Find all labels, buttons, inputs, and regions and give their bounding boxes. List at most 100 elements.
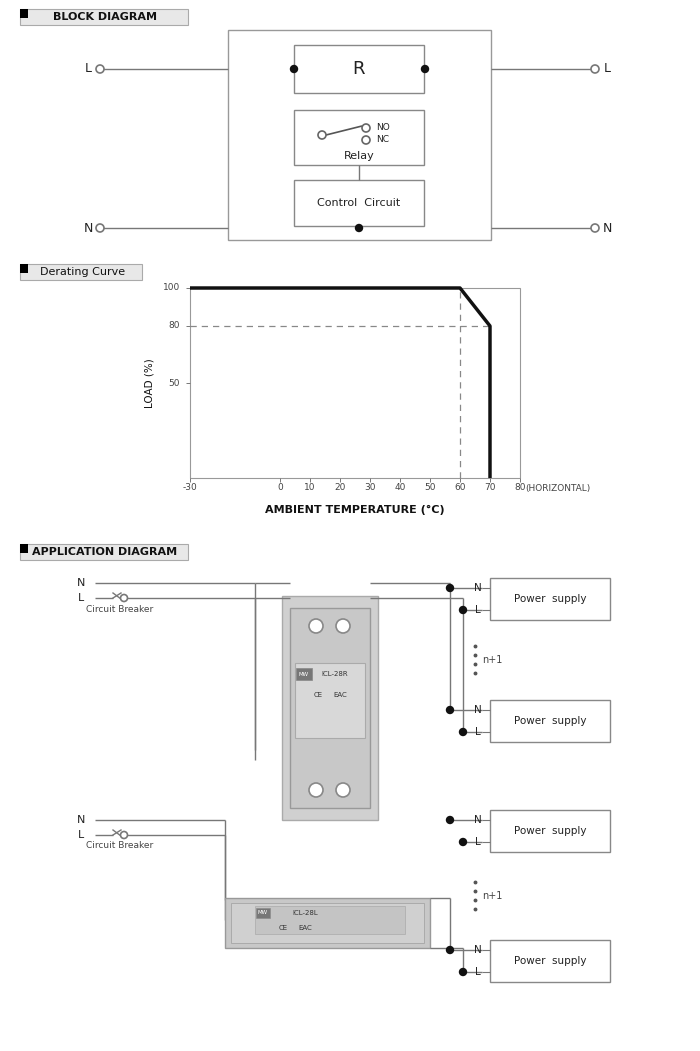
- Text: N: N: [474, 815, 482, 825]
- Text: 20: 20: [335, 483, 346, 493]
- Circle shape: [318, 131, 326, 139]
- Bar: [20, 264, 142, 280]
- Circle shape: [96, 65, 104, 73]
- Bar: [20, 264, 28, 273]
- Circle shape: [362, 124, 370, 132]
- Text: NO: NO: [376, 124, 390, 132]
- Bar: [225, 898, 430, 948]
- Text: Relay: Relay: [344, 151, 374, 161]
- Text: Power  supply: Power supply: [514, 594, 587, 604]
- Text: L: L: [475, 967, 481, 977]
- Bar: [296, 668, 312, 680]
- Circle shape: [447, 706, 454, 714]
- Text: EAC: EAC: [298, 925, 312, 931]
- Text: n+1: n+1: [482, 655, 502, 665]
- Text: 40: 40: [394, 483, 406, 493]
- Circle shape: [362, 136, 370, 144]
- Bar: [490, 940, 610, 982]
- Text: 80: 80: [514, 483, 526, 493]
- Text: 0: 0: [277, 483, 283, 493]
- Bar: [294, 110, 424, 165]
- Text: L: L: [475, 727, 481, 737]
- Circle shape: [447, 947, 454, 953]
- Text: MW: MW: [299, 672, 309, 677]
- Text: 70: 70: [484, 483, 496, 493]
- Text: NC: NC: [376, 136, 389, 144]
- Bar: [294, 180, 424, 226]
- Text: (HORIZONTAL): (HORIZONTAL): [526, 483, 591, 493]
- Bar: [190, 288, 520, 478]
- Text: L: L: [78, 830, 84, 840]
- Circle shape: [459, 728, 466, 736]
- Circle shape: [459, 606, 466, 614]
- Circle shape: [336, 783, 350, 797]
- Circle shape: [336, 619, 350, 633]
- Text: 100: 100: [162, 284, 180, 292]
- Text: Circuit Breaker: Circuit Breaker: [86, 604, 153, 614]
- Text: 50: 50: [424, 483, 435, 493]
- Bar: [295, 663, 365, 738]
- Text: EAC: EAC: [333, 692, 347, 698]
- Text: N: N: [77, 815, 85, 825]
- Text: N: N: [474, 945, 482, 955]
- Bar: [20, 544, 188, 560]
- Bar: [20, 544, 28, 553]
- Text: ICL-28L: ICL-28L: [292, 910, 318, 916]
- Circle shape: [591, 65, 599, 73]
- Circle shape: [120, 595, 127, 601]
- Bar: [490, 700, 610, 742]
- Text: APPLICATION DIAGRAM: APPLICATION DIAGRAM: [32, 547, 178, 557]
- Circle shape: [421, 65, 428, 73]
- Bar: [255, 906, 405, 934]
- Circle shape: [309, 783, 323, 797]
- Bar: [490, 810, 610, 852]
- Text: N: N: [474, 583, 482, 593]
- Circle shape: [96, 224, 104, 232]
- Text: CE: CE: [279, 925, 288, 931]
- Text: 60: 60: [454, 483, 466, 493]
- Circle shape: [290, 65, 298, 73]
- Text: 10: 10: [304, 483, 316, 493]
- Bar: [490, 578, 610, 620]
- Text: BLOCK DIAGRAM: BLOCK DIAGRAM: [53, 12, 157, 22]
- Circle shape: [120, 831, 127, 839]
- Text: Derating Curve: Derating Curve: [41, 267, 125, 277]
- Text: AMBIENT TEMPERATURE (°C): AMBIENT TEMPERATURE (°C): [265, 504, 444, 515]
- Text: Circuit Breaker: Circuit Breaker: [86, 842, 153, 850]
- Text: L: L: [78, 593, 84, 603]
- Circle shape: [459, 839, 466, 845]
- Text: Power  supply: Power supply: [514, 826, 587, 836]
- Text: MW: MW: [258, 910, 268, 915]
- Bar: [20, 9, 188, 25]
- Circle shape: [447, 817, 454, 824]
- Bar: [231, 903, 424, 943]
- Text: ICL-28R: ICL-28R: [322, 671, 349, 677]
- Circle shape: [447, 584, 454, 592]
- Text: -30: -30: [183, 483, 197, 493]
- Text: L: L: [475, 837, 481, 847]
- Circle shape: [309, 619, 323, 633]
- Bar: [20, 9, 28, 18]
- Text: 80: 80: [169, 322, 180, 330]
- Text: R: R: [353, 60, 365, 78]
- Text: 50: 50: [169, 378, 180, 388]
- Text: N: N: [77, 578, 85, 588]
- Text: Power  supply: Power supply: [514, 956, 587, 966]
- Circle shape: [591, 224, 599, 232]
- Text: N: N: [83, 222, 92, 234]
- Bar: [282, 596, 378, 820]
- Text: Power  supply: Power supply: [514, 716, 587, 726]
- Text: L: L: [603, 62, 610, 76]
- Bar: [290, 607, 370, 808]
- Text: 30: 30: [364, 483, 376, 493]
- Text: L: L: [475, 605, 481, 615]
- Bar: [256, 908, 270, 918]
- Text: n+1: n+1: [482, 891, 502, 901]
- Text: LOAD (%): LOAD (%): [145, 358, 155, 408]
- Bar: [294, 45, 424, 92]
- Bar: [228, 30, 491, 240]
- Text: CE: CE: [314, 692, 323, 698]
- Circle shape: [356, 225, 363, 231]
- Text: N: N: [474, 705, 482, 715]
- Text: Control  Circuit: Control Circuit: [317, 198, 400, 208]
